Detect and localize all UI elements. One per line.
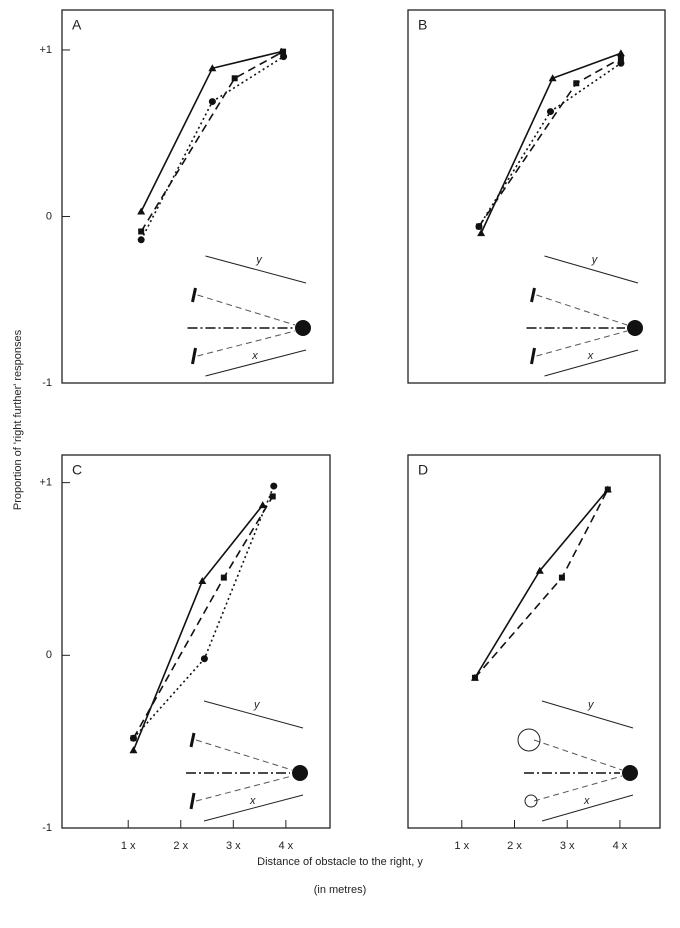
diagram-label: x xyxy=(249,795,256,807)
observer xyxy=(627,320,643,336)
marker xyxy=(617,60,624,67)
marker xyxy=(221,575,227,581)
ray xyxy=(196,776,292,801)
ray xyxy=(196,740,292,770)
ray xyxy=(537,295,628,325)
marker xyxy=(477,229,485,236)
diagram-label: x xyxy=(583,795,590,807)
y-tick-label: 0 xyxy=(46,210,52,222)
observer xyxy=(295,320,311,336)
marker xyxy=(130,735,137,742)
marker xyxy=(617,49,625,56)
y-tick-label: +1 xyxy=(39,44,52,56)
ray xyxy=(537,331,628,356)
figure: Proportion of 'right further' responses … xyxy=(0,0,680,928)
y-tick-label: +1 xyxy=(39,477,52,489)
y-axis-label: Proportion of 'right further' responses xyxy=(12,329,24,510)
obstacle xyxy=(191,733,194,747)
x-tick-label: 2 x xyxy=(173,840,188,852)
diagram-label: y xyxy=(253,699,261,711)
marker xyxy=(201,655,208,662)
series-line xyxy=(479,63,621,226)
plot-frame xyxy=(62,455,330,828)
obstacle xyxy=(191,793,194,809)
series-line xyxy=(141,52,281,212)
panel-label: A xyxy=(72,17,82,33)
diagram-label: y xyxy=(255,254,263,266)
x-tick-label: 1 x xyxy=(454,840,469,852)
marker xyxy=(138,228,144,234)
marker xyxy=(573,80,579,86)
obstacle xyxy=(532,288,535,302)
series-line xyxy=(133,505,262,750)
ray xyxy=(198,295,296,325)
marker xyxy=(137,207,145,214)
ray xyxy=(534,776,622,801)
x-tick-label: 4 x xyxy=(279,840,294,852)
series-line xyxy=(141,57,283,240)
series-line xyxy=(141,52,283,232)
marker xyxy=(270,493,276,499)
series-line xyxy=(133,496,272,738)
y-tick-label: 0 xyxy=(46,649,52,661)
plot-frame xyxy=(62,10,333,383)
ray xyxy=(198,331,296,356)
x-tick-label: 3 x xyxy=(560,840,575,852)
x-tick-label: 1 x xyxy=(121,840,136,852)
x-axis-unit: (in metres) xyxy=(314,884,367,896)
marker xyxy=(138,236,145,243)
y-tick-label: -1 xyxy=(42,822,52,834)
series-line xyxy=(475,490,608,678)
panel-label: B xyxy=(418,17,427,33)
diagram-label: y xyxy=(587,699,595,711)
ray xyxy=(534,740,622,770)
panel-label: C xyxy=(72,462,82,478)
panel-label: D xyxy=(418,462,428,478)
marker xyxy=(270,483,277,490)
marker xyxy=(472,675,478,681)
plot-frame xyxy=(408,10,665,383)
marker xyxy=(475,223,482,230)
observer xyxy=(292,765,308,781)
marker xyxy=(129,746,137,753)
x-tick-label: 3 x xyxy=(226,840,241,852)
diagram-label: x xyxy=(587,350,594,362)
marker xyxy=(547,108,554,115)
obstacle xyxy=(193,288,196,302)
obstacle xyxy=(193,348,196,364)
marker xyxy=(209,98,216,105)
x-tick-label: 4 x xyxy=(613,840,628,852)
series-line xyxy=(475,490,608,678)
obstacle xyxy=(518,729,540,751)
marker xyxy=(232,75,238,81)
marker xyxy=(559,575,565,581)
obstacle xyxy=(532,348,535,364)
diagram-label: x xyxy=(251,350,258,362)
observer xyxy=(622,765,638,781)
marker xyxy=(280,53,287,60)
y-tick-label: -1 xyxy=(42,377,52,389)
diagram-label: y xyxy=(591,254,599,266)
x-axis-label: Distance of obstacle to the right, y xyxy=(257,856,423,868)
x-tick-label: 2 x xyxy=(507,840,522,852)
marker xyxy=(605,487,611,493)
